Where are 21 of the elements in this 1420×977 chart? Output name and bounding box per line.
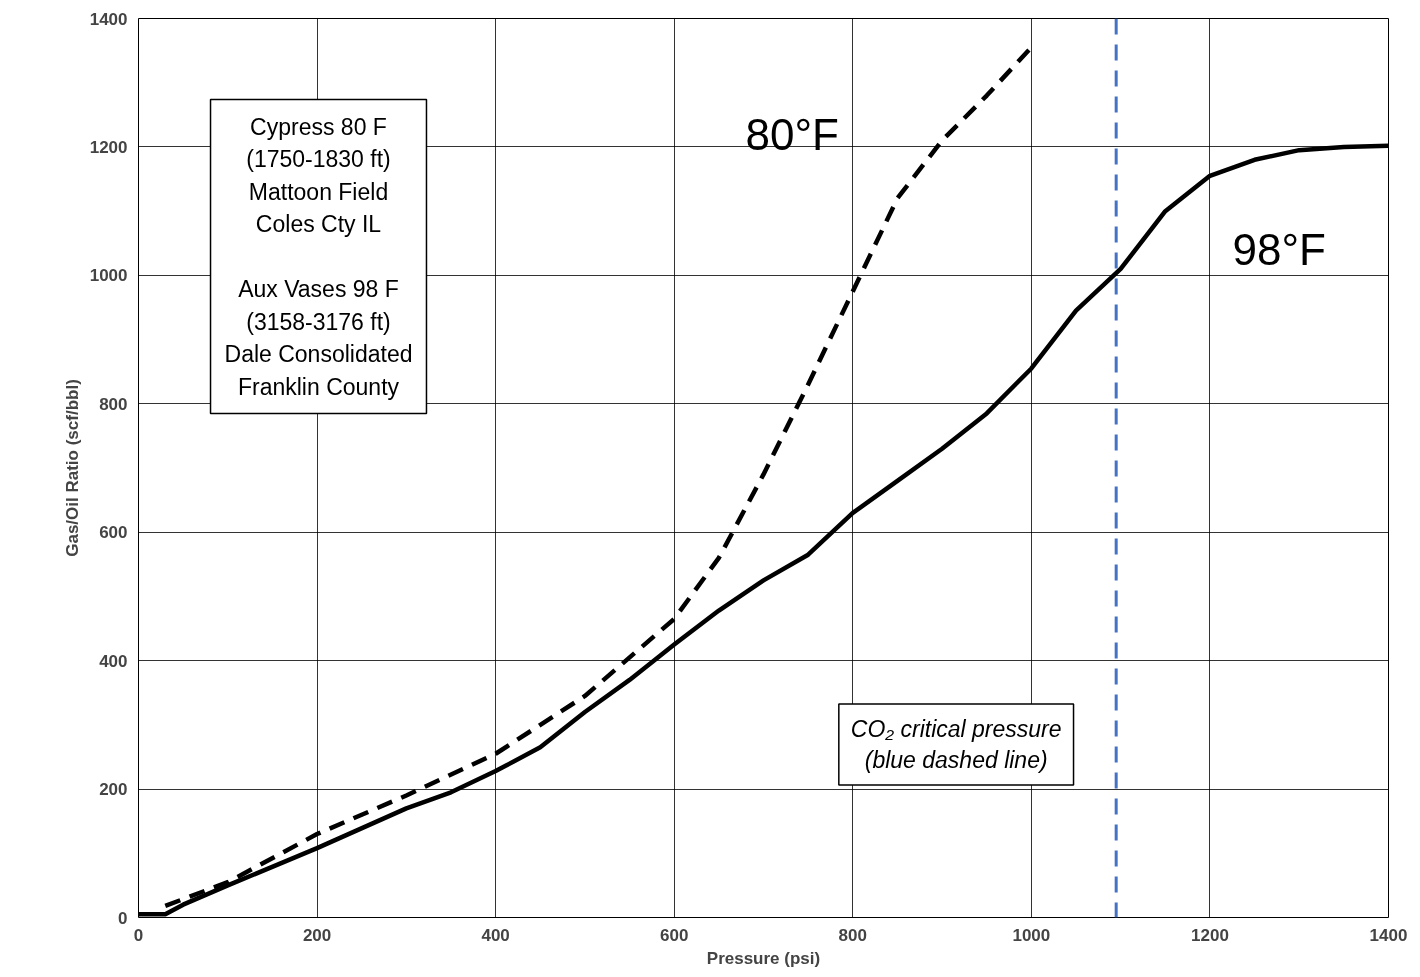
x-tick-label: 1200 [1191,925,1229,945]
x-tick-label: 200 [302,925,332,945]
ref-line-label: CO₂ critical pressure (blue dashed line) [850,715,1062,774]
y-axis-title: Gas/Oil Ratio (scf/bbl) [62,379,82,557]
x-tick-label: 1000 [1012,925,1051,945]
y-tick-label: 600 [99,523,128,543]
x-axis-title: Pressure (psi) [706,948,821,968]
y-tick-label: 1000 [89,266,128,286]
x-tick-label: 600 [660,925,689,945]
text: Cypress 80 F (1750-1830 ft) Mattoon Field Coles Cty IL Aux Vases 98 F (3158-3176 ft) Dale Consolidated Franklin County [224,113,413,400]
x-tick-label: 1400 [1369,925,1408,945]
x-tick-label: 800 [838,925,867,945]
x-tick-label: 400 [481,925,510,945]
y-tick-label: 400 [99,651,128,671]
y-tick-label: 800 [99,394,128,414]
y-tick-label: 200 [99,780,128,800]
series-label: 98°F [1232,225,1326,274]
y-tick-label: 0 [118,908,128,928]
y-tick-label: 1400 [89,9,128,29]
x-tick-label: 0 [133,925,144,945]
y-tick-label: 1200 [89,137,128,157]
